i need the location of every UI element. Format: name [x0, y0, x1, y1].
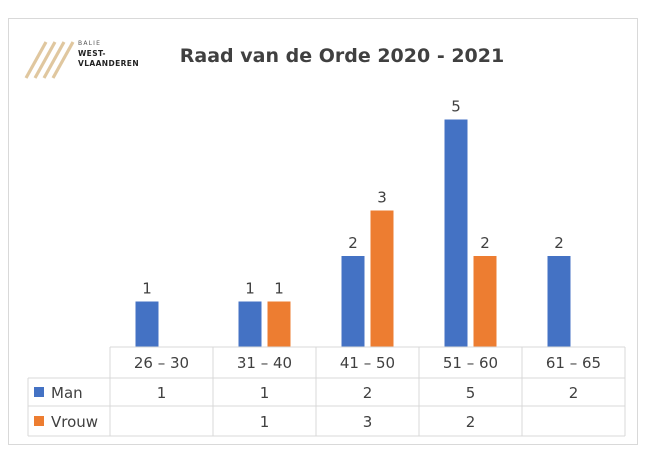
x-tick-label: 51 – 60	[443, 354, 498, 372]
x-tick-label: 31 – 40	[237, 354, 292, 372]
bar-man-2	[238, 301, 262, 347]
logo-line-2: WEST-	[78, 49, 106, 58]
logo-stripe	[42, 41, 66, 79]
logo-line-3: VLAANDEREN	[78, 59, 139, 68]
logo-stripes	[24, 41, 75, 79]
table-cell: 2	[466, 413, 476, 431]
legend-label-vrouw: Vrouw	[51, 413, 98, 431]
legend-swatch-vrouw	[34, 416, 44, 426]
bar-vrouw-2	[267, 301, 291, 347]
data-table: 26 – 30 31 – 40 41 – 50 51 – 60 61 – 65 Man 1 1…	[27, 346, 626, 437]
bar-man-1	[135, 301, 159, 347]
chart-frame	[8, 18, 638, 445]
data-label: 1	[142, 280, 152, 298]
bar-vrouw-3	[370, 210, 394, 347]
bars-layer: 1 1 1 2 3 5 2 2	[135, 98, 571, 347]
logo-stripe	[51, 41, 75, 79]
logo-text: BALIE WEST- VLAANDEREN	[78, 39, 139, 69]
x-tick-label: 41 – 50	[340, 354, 395, 372]
data-label: 1	[245, 280, 255, 298]
chart-title: Raad van de Orde 2020 - 2021	[179, 45, 505, 67]
table-cell: 2	[569, 384, 579, 402]
data-label: 2	[348, 234, 358, 252]
table-cell: 5	[466, 384, 476, 402]
data-label: 2	[554, 234, 564, 252]
logo-stripe	[33, 41, 57, 79]
logo-line-1: BALIE	[78, 40, 102, 47]
data-label: 3	[377, 189, 387, 207]
data-label: 2	[480, 234, 490, 252]
legend-swatch-man	[34, 387, 44, 397]
x-tick-label: 26 – 30	[134, 354, 189, 372]
table-cell: 1	[260, 384, 270, 402]
logo-stripe	[24, 41, 48, 79]
table-cell: 1	[157, 384, 167, 402]
table-cell: 2	[363, 384, 373, 402]
balie-logo	[24, 41, 75, 79]
bar-man-3	[341, 256, 365, 347]
x-tick-label: 61 – 65	[546, 354, 601, 372]
table-cell: 3	[363, 413, 373, 431]
bar-man-4	[444, 119, 468, 347]
data-label: 5	[451, 98, 461, 116]
table-cell: 1	[260, 413, 270, 431]
legend-label-man: Man	[51, 384, 83, 402]
data-label: 1	[274, 280, 284, 298]
bar-man-5	[547, 256, 571, 347]
bar-vrouw-4	[473, 256, 497, 347]
